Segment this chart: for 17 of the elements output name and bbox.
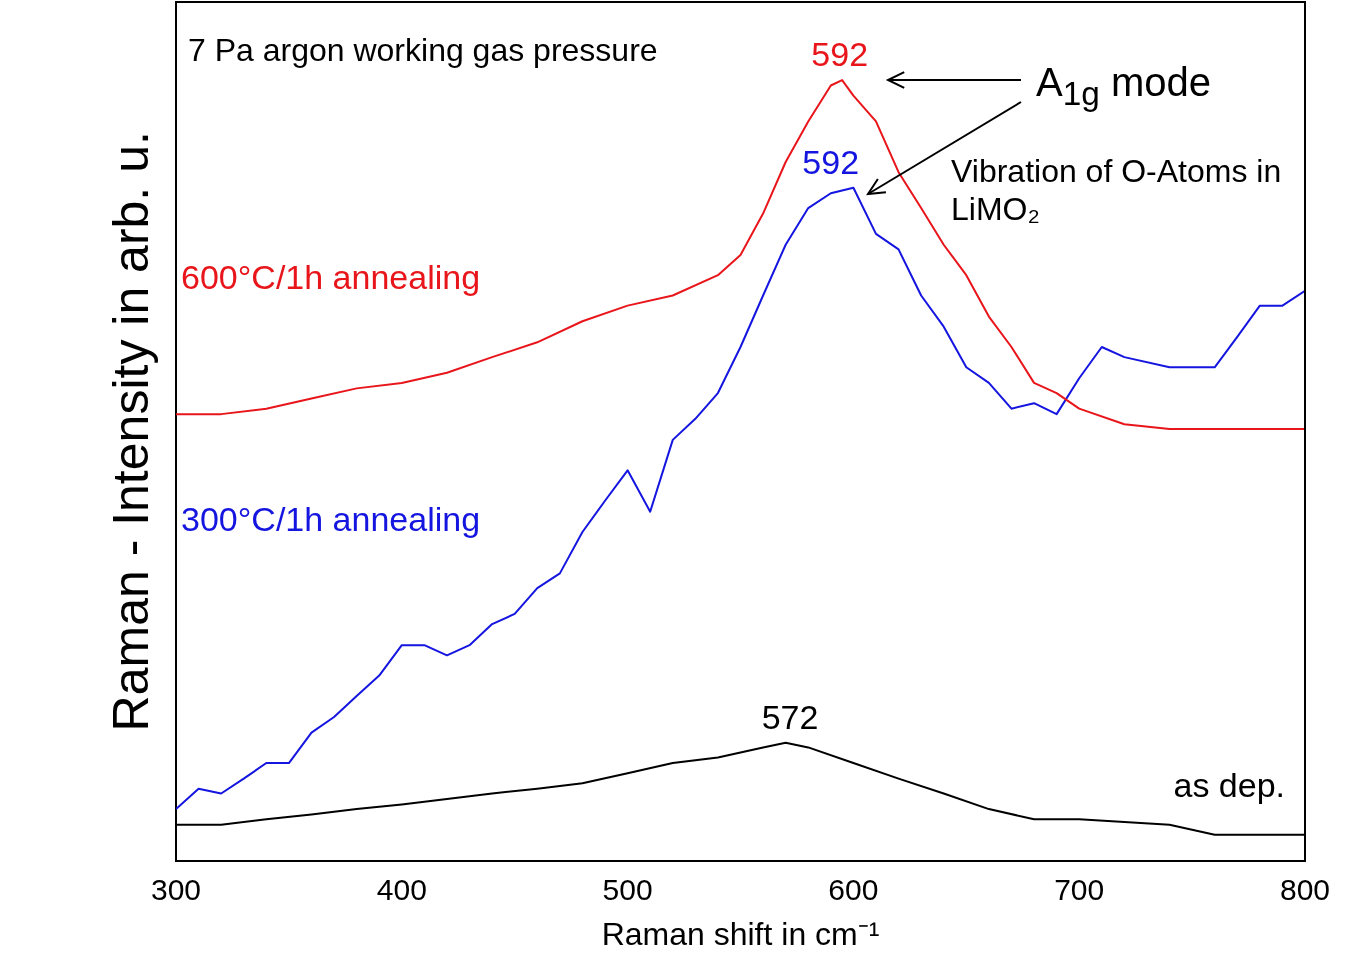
annotation: Vibration of O-Atoms in LiMO₂ (951, 152, 1283, 229)
x-tick-label: 800 (1279, 872, 1331, 906)
text: 7 Pa argon working gas pressure (188, 32, 658, 69)
x-tick-label: 500 (602, 872, 653, 906)
annotation: 572 (761, 697, 819, 737)
x-axis-title: Raman shift in cm⁻¹ (601, 915, 880, 952)
annotation: A$_{1g}$ mode (1036, 60, 1211, 113)
annotation: 592 (802, 142, 860, 182)
x-tick-label: 400 (376, 872, 427, 906)
series-label: as dep. (1173, 766, 1285, 805)
text: 300°C/1h annealing (181, 500, 481, 539)
x-tick-label: 700 (1054, 872, 1105, 906)
series-label: 600°C/1h annealing (181, 257, 481, 296)
y-axis-title: Raman - Intensity in arb. u. (102, 131, 159, 732)
x-tick-label: 300 (150, 872, 202, 906)
x-tick-label: 600 (828, 872, 879, 906)
annotation: 592 (811, 35, 869, 75)
